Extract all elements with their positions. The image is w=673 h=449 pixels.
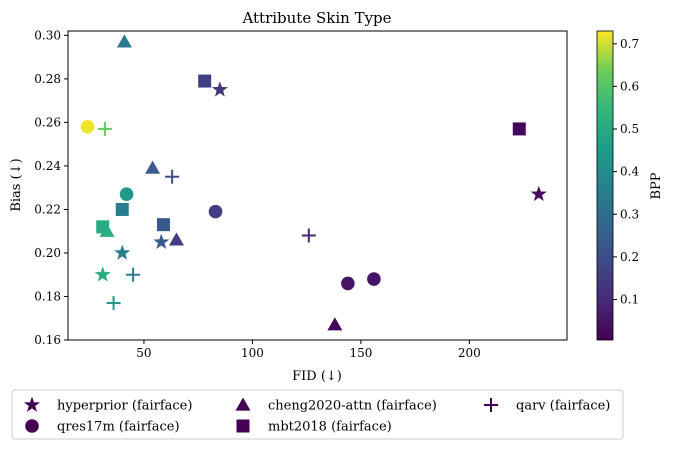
legend-marker-square xyxy=(236,419,250,433)
data-point-circle xyxy=(341,276,355,291)
colorbar-tick-label: 0.7 xyxy=(620,37,639,51)
y-axis-label: Bias (↓) xyxy=(9,158,24,211)
legend-label: qres17m (fairface) xyxy=(57,420,180,435)
legend-marker-star xyxy=(23,396,41,412)
legend-label: qarv (fairface) xyxy=(516,399,610,414)
data-point-triangle xyxy=(145,160,161,174)
legend-label: mbt2018 (fairface) xyxy=(268,420,392,435)
data-point-square xyxy=(512,122,526,136)
data-point-circle xyxy=(367,272,381,286)
colorbar-tick-label: 0.3 xyxy=(620,207,639,221)
y-tick-label: 0.28 xyxy=(34,72,61,86)
data-point-star xyxy=(530,185,547,202)
legend-frame xyxy=(11,389,624,440)
data-point-circle xyxy=(80,119,95,134)
x-axis-label: FID (↓) xyxy=(292,369,342,384)
data-point-triangle xyxy=(327,317,343,331)
data-point-triangle xyxy=(168,232,184,246)
y-tick-label: 0.26 xyxy=(34,115,61,129)
x-tick-label: 50 xyxy=(136,346,151,360)
y-tick-label: 0.24 xyxy=(34,159,61,173)
x-tick-label: 200 xyxy=(458,346,481,360)
data-point-star xyxy=(94,266,111,282)
y-axis: 0.16 0.18 0.20 0.22 0.24 0.26 0.28 0.30 xyxy=(34,28,68,347)
legend: hyperprior (fairface) qres17m (fairface) c… xyxy=(11,389,624,440)
data-point-plus xyxy=(106,296,121,311)
legend-marker-plus xyxy=(484,398,498,412)
data-point-star xyxy=(114,244,131,260)
data-point-square xyxy=(115,202,129,216)
data-point-square xyxy=(198,74,212,88)
data-point-plus xyxy=(301,228,316,243)
plot-area: 50 100 150 200 0.16 0.18 0.20 0.22 0.24 0.26 0.28… xyxy=(34,28,568,360)
colorbar-tick-label: 0.6 xyxy=(620,79,639,93)
y-tick-label: 0.22 xyxy=(34,202,61,216)
plot-frame xyxy=(67,30,568,341)
data-point-plus xyxy=(165,169,180,184)
x-axis: 50 100 150 200 xyxy=(136,340,481,360)
data-point-star xyxy=(153,233,170,249)
data-point-square xyxy=(96,220,110,234)
chart-title: Attribute Skin Type xyxy=(241,9,391,27)
data-point-circle xyxy=(119,187,134,202)
data-point-plus xyxy=(97,121,112,136)
data-point-triangle xyxy=(116,34,132,48)
data-points xyxy=(80,34,547,331)
colorbar-gradient xyxy=(596,30,614,341)
x-tick-label: 150 xyxy=(349,346,372,360)
legend-label: cheng2020-attn (fairface) xyxy=(268,399,437,414)
y-tick-label: 0.30 xyxy=(34,28,61,42)
data-point-star xyxy=(211,81,228,97)
legend-marker-circle xyxy=(25,419,39,433)
colorbar-tick-label: 0.4 xyxy=(620,165,639,179)
data-point-circle xyxy=(208,204,223,219)
y-tick-label: 0.16 xyxy=(34,333,61,347)
colorbar-tick-label: 0.5 xyxy=(620,122,639,136)
colorbar: 0.1 0.2 0.3 0.4 0.5 0.6 0.7 BPP xyxy=(596,30,664,341)
colorbar-label: BPP xyxy=(649,172,664,199)
y-tick-label: 0.20 xyxy=(34,246,61,260)
colorbar-tick-label: 0.2 xyxy=(620,250,639,264)
y-tick-label: 0.18 xyxy=(34,289,61,303)
colorbar-tick-label: 0.1 xyxy=(620,293,639,307)
x-tick-label: 100 xyxy=(241,346,264,360)
legend-label: hyperprior (fairface) xyxy=(57,399,192,414)
legend-marker-triangle xyxy=(235,397,251,411)
data-point-plus xyxy=(126,267,141,282)
colorbar-ticks: 0.1 0.2 0.3 0.4 0.5 0.6 0.7 xyxy=(613,37,639,307)
data-point-square xyxy=(156,218,170,232)
